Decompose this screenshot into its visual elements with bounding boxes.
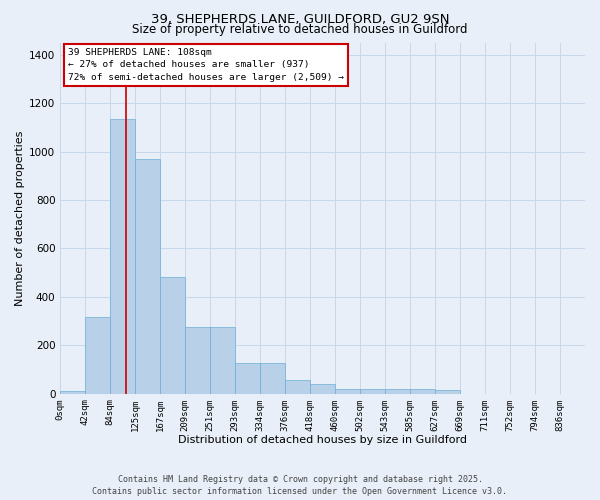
Bar <box>85 316 110 394</box>
Bar <box>235 362 260 394</box>
X-axis label: Distribution of detached houses by size in Guildford: Distribution of detached houses by size … <box>178 435 467 445</box>
Y-axis label: Number of detached properties: Number of detached properties <box>15 130 25 306</box>
Bar <box>335 389 360 394</box>
Bar <box>435 390 460 394</box>
Bar <box>310 384 335 394</box>
Bar <box>385 389 410 394</box>
Bar <box>160 278 185 394</box>
Bar <box>360 389 385 394</box>
Bar <box>110 120 135 394</box>
Text: 39, SHEPHERDS LANE, GUILDFORD, GU2 9SN: 39, SHEPHERDS LANE, GUILDFORD, GU2 9SN <box>151 12 449 26</box>
Text: Contains HM Land Registry data © Crown copyright and database right 2025.
Contai: Contains HM Land Registry data © Crown c… <box>92 475 508 496</box>
Text: Size of property relative to detached houses in Guildford: Size of property relative to detached ho… <box>132 22 468 36</box>
Bar <box>210 327 235 394</box>
Bar <box>135 160 160 394</box>
Bar <box>185 327 210 394</box>
Bar <box>260 362 285 394</box>
Bar <box>410 389 435 394</box>
Bar <box>285 380 310 394</box>
Text: 39 SHEPHERDS LANE: 108sqm
← 27% of detached houses are smaller (937)
72% of semi: 39 SHEPHERDS LANE: 108sqm ← 27% of detac… <box>68 48 344 82</box>
Bar <box>60 392 85 394</box>
